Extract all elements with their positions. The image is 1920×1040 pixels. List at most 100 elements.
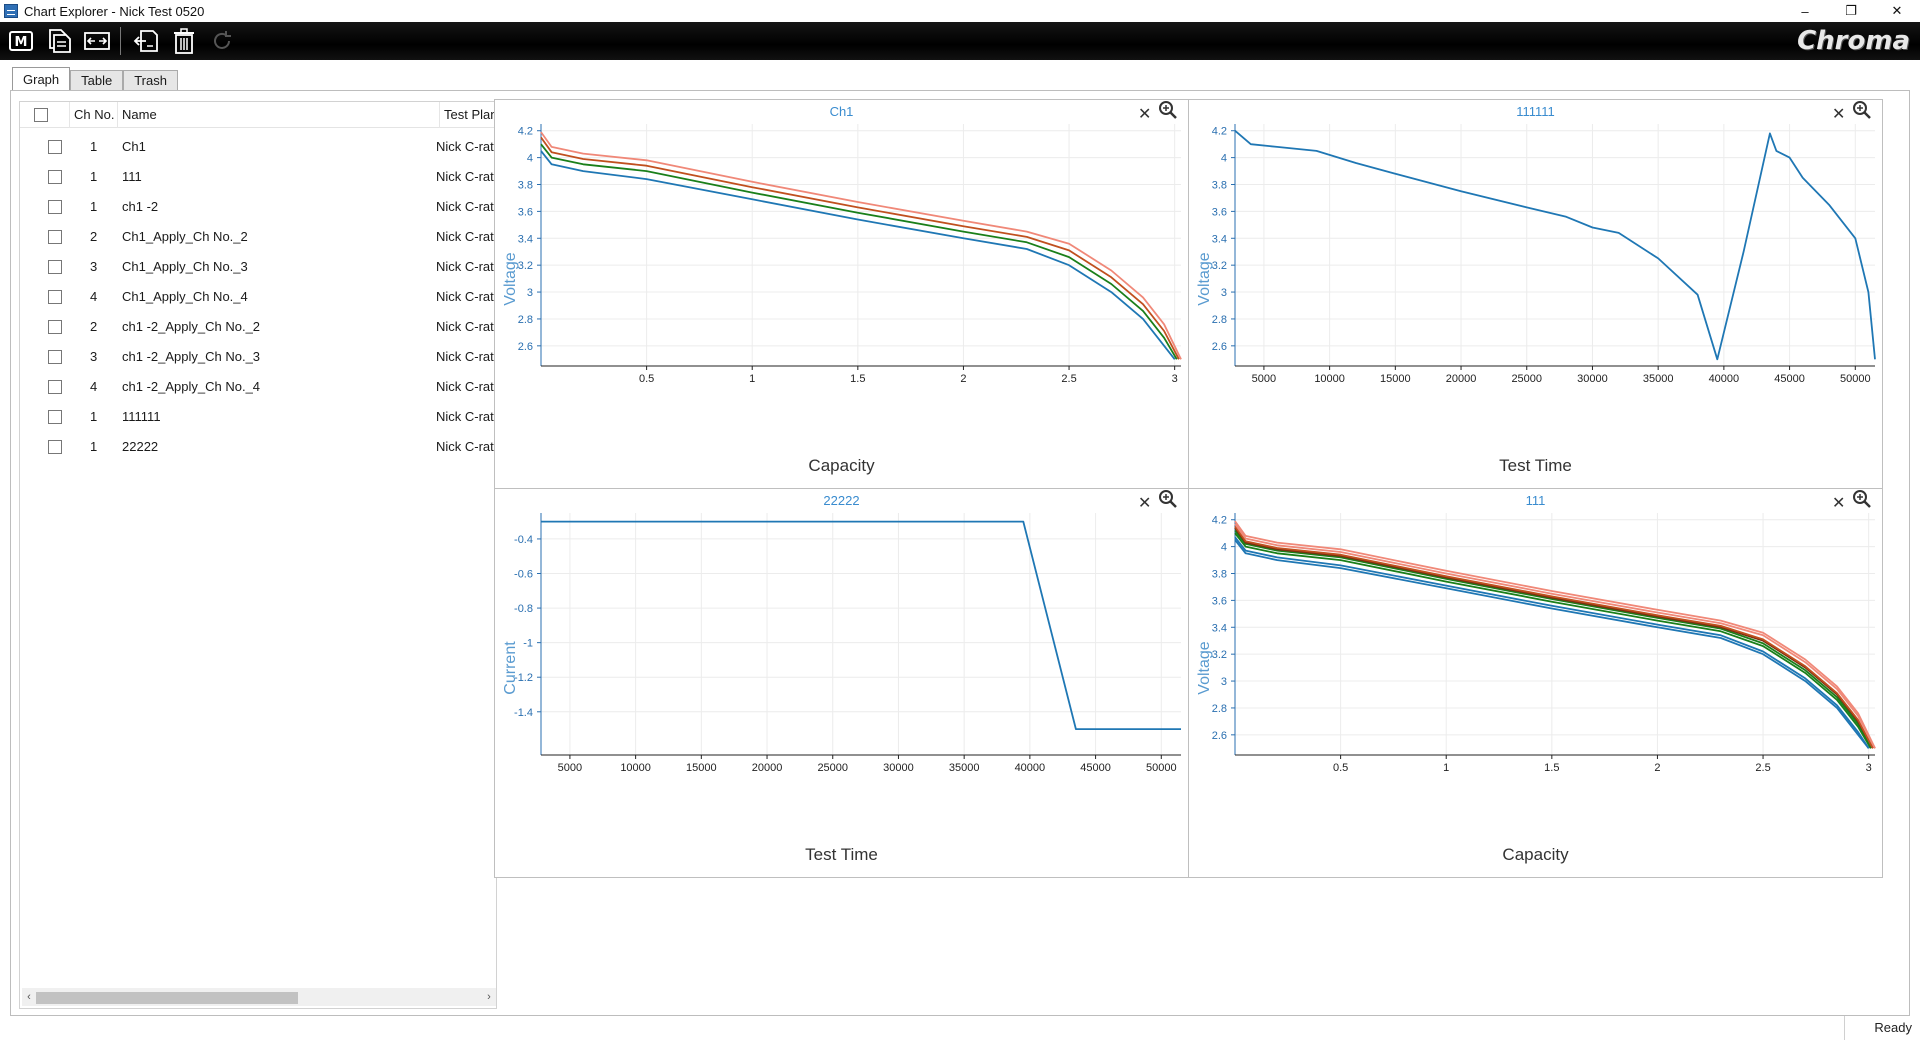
restore-button[interactable]: ❐ — [1828, 0, 1874, 22]
main-content: Ch No. Name Test Plan 1 Ch1 Nick C-rate … — [10, 90, 1910, 1016]
chart-canvas: 0.5 1 1.5 2 2.5 3 4.2 4 3.8 3.6 3.4 3.2 3 2.8 2.6 — [1212, 513, 1876, 774]
trash-icon — [174, 28, 194, 54]
tab-table[interactable]: Table — [70, 70, 124, 90]
x-tick-label: 0.5 — [639, 373, 654, 385]
row-checkbox[interactable] — [48, 260, 62, 274]
x-tick-label: 25000 — [1511, 373, 1542, 385]
close-chart-icon[interactable]: ✕ — [1138, 106, 1152, 123]
list-item[interactable]: 1 111111 Nick C-rate — [20, 402, 496, 432]
chart-panel: 5000 10000 15000 20000 25000 30000 35000 40000 4… — [1188, 99, 1883, 489]
row-name: Ch1_Apply_Ch No._2 — [122, 229, 248, 244]
list-item[interactable]: 3 ch1 -2_Apply_Ch No._3 Nick C-rate — [20, 342, 496, 372]
horizontal-scrollbar[interactable]: ‹ › — [22, 988, 496, 1006]
row-checkbox[interactable] — [48, 410, 62, 424]
tab-graph[interactable]: Graph — [12, 67, 71, 90]
list-item[interactable]: 2 ch1 -2_Apply_Ch No._2 Nick C-rate — [20, 312, 496, 342]
x-tick-label: 5000 — [1252, 373, 1276, 385]
toolbar: M Chroma — [0, 22, 1920, 60]
y-tick-label: 3.4 — [1212, 233, 1227, 245]
close-chart-icon[interactable]: ✕ — [1832, 495, 1846, 512]
scroll-left-icon[interactable]: ‹ — [27, 991, 31, 1003]
y-tick-label: 3 — [527, 287, 533, 299]
column-header-ch-no[interactable]: Ch No. — [70, 102, 118, 128]
list-item[interactable]: 3 Ch1_Apply_Ch No._3 Nick C-rate — [20, 252, 497, 282]
series-line — [541, 520, 1181, 731]
y-tick-label: -1 — [523, 638, 533, 650]
export-button[interactable] — [129, 24, 163, 58]
row-ch-no: 1 — [90, 199, 98, 214]
chart-title: Ch1 — [829, 104, 854, 119]
y-tick-label: 3.2 — [1212, 260, 1227, 272]
y-tick-label: 3.6 — [1212, 206, 1227, 218]
y-tick-label: 2.6 — [1212, 341, 1227, 353]
y-tick-label: 4 — [1221, 542, 1227, 554]
x-axis-title: Test Time — [805, 845, 878, 864]
chart-panel: 5000 10000 15000 20000 25000 30000 35000 40000 4… — [494, 488, 1189, 878]
row-checkbox[interactable] — [48, 380, 62, 394]
row-ch-no: 1 — [90, 169, 98, 184]
row-ch-no: 3 — [90, 349, 98, 364]
row-ch-no: 1 — [90, 139, 98, 154]
list-item[interactable]: 4 ch1 -2_Apply_Ch No._4 Nick C-rate — [20, 372, 497, 402]
series-line — [1234, 520, 1876, 749]
row-checkbox[interactable] — [48, 320, 62, 334]
row-checkbox[interactable] — [48, 290, 62, 304]
list-item[interactable]: 1 111 Nick C-rate — [20, 162, 496, 192]
refresh-button[interactable] — [205, 24, 239, 58]
row-checkbox[interactable] — [48, 440, 62, 454]
y-tick-label: -0.4 — [514, 534, 533, 546]
row-ch-no: 2 — [90, 229, 98, 244]
y-tick-label: -0.6 — [514, 569, 533, 581]
zoom-in-icon[interactable] — [1852, 489, 1872, 509]
select-all-checkbox[interactable] — [34, 108, 48, 122]
close-chart-icon[interactable]: ✕ — [1138, 495, 1152, 512]
y-tick-label: 3.8 — [1212, 180, 1227, 192]
series-line — [1234, 532, 1872, 749]
row-checkbox[interactable] — [48, 140, 62, 154]
row-test-plan: Nick C-rate — [436, 379, 497, 394]
zoom-in-icon[interactable] — [1158, 100, 1178, 120]
zoom-in-icon[interactable] — [1852, 100, 1872, 120]
column-header-test-plan[interactable]: Test Plan — [444, 107, 497, 122]
list-item[interactable]: 1 22222 Nick C-rate — [20, 432, 496, 462]
zoom-in-icon[interactable] — [1158, 489, 1178, 509]
row-test-plan: Nick C-rate — [436, 259, 497, 274]
y-tick-label: -0.8 — [514, 603, 533, 615]
list-item[interactable]: 1 ch1 -2 Nick C-rate — [20, 192, 496, 222]
row-name: Ch1 — [122, 139, 146, 154]
row-name: Ch1_Apply_Ch No._4 — [122, 289, 248, 304]
y-tick-label: 2.6 — [1212, 730, 1227, 742]
close-window-button[interactable]: ✕ — [1874, 0, 1920, 22]
chart-title: 111 — [1525, 493, 1546, 508]
brand-logo: Chroma — [1797, 26, 1910, 56]
fit-view-button[interactable] — [80, 24, 114, 58]
y-tick-label: 4 — [1221, 153, 1227, 165]
x-tick-label: 30000 — [1577, 373, 1608, 385]
row-checkbox[interactable] — [48, 350, 62, 364]
scrollbar-thumb[interactable] — [36, 992, 298, 1004]
tab-trash[interactable]: Trash — [123, 70, 178, 90]
list-item[interactable]: 1 Ch1 Nick C-rate — [20, 132, 496, 162]
column-header-name[interactable]: Name — [118, 102, 440, 128]
y-tick-label: 2.8 — [1212, 703, 1227, 715]
row-checkbox[interactable] — [48, 200, 62, 214]
row-ch-no: 3 — [90, 259, 98, 274]
delete-button[interactable] — [167, 24, 201, 58]
y-tick-label: 3.8 — [1212, 569, 1227, 581]
x-tick-label: 40000 — [1709, 373, 1740, 385]
chart-title: 111111 — [1516, 104, 1555, 119]
list-item[interactable]: 2 Ch1_Apply_Ch No._2 Nick C-rate — [20, 222, 496, 252]
x-tick-label: 10000 — [620, 762, 651, 774]
row-checkbox[interactable] — [48, 170, 62, 184]
y-tick-label: -1.4 — [514, 707, 533, 719]
status-separator — [1844, 1016, 1845, 1040]
close-icon: ✕ — [1891, 3, 1903, 18]
row-checkbox[interactable] — [48, 230, 62, 244]
x-tick-label: 45000 — [1080, 762, 1111, 774]
copy-document-button[interactable] — [42, 24, 76, 58]
minimize-button[interactable]: – — [1782, 0, 1828, 22]
list-item[interactable]: 4 Ch1_Apply_Ch No._4 Nick C-rate — [20, 282, 496, 312]
scroll-right-icon[interactable]: › — [487, 991, 491, 1003]
close-chart-icon[interactable]: ✕ — [1832, 106, 1846, 123]
m-mode-button[interactable]: M — [4, 24, 38, 58]
